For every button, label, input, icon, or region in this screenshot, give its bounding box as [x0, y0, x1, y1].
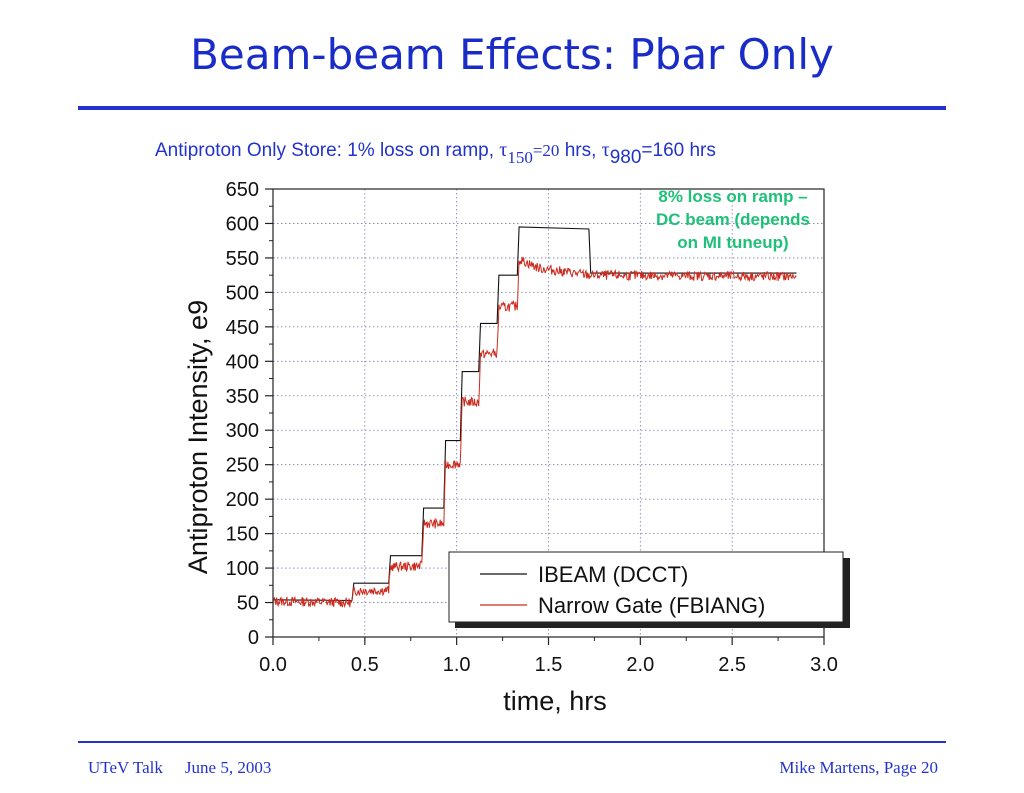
x-tick-label: 0.0: [259, 654, 287, 676]
legend-label-ibeam: IBEAM (DCCT): [538, 562, 688, 587]
annotation-line-3: on MI tuneup): [677, 233, 788, 252]
series-layer: [272, 226, 797, 609]
x-axis-label: time, hrs: [503, 686, 607, 716]
y-tick-label: 650: [226, 179, 259, 201]
y-tick-label: 350: [226, 386, 259, 408]
y-axis-label: Antiproton Intensity, e9: [183, 300, 213, 574]
x-tick-label: 1.0: [443, 654, 471, 676]
x-tick-label: 3.0: [810, 654, 838, 676]
footer-talk: UTeV Talk: [88, 758, 163, 777]
y-tick-label: 50: [237, 593, 259, 615]
series-line-narrow-gate: [272, 256, 797, 609]
slide-title: Beam-beam Effects: Pbar Only: [190, 30, 834, 79]
x-tick-label: 0.5: [351, 654, 379, 676]
y-tick-label: 550: [226, 248, 259, 270]
legend-box: [448, 551, 844, 623]
y-tick-label: 100: [226, 558, 259, 580]
x-tick-label: 1.5: [535, 654, 563, 676]
x-tick-label: 2.5: [718, 654, 746, 676]
footer-page: Mike Martens, Page 20: [779, 758, 938, 777]
y-tick-label: 450: [226, 317, 259, 339]
legend-label-narrow-gate: Narrow Gate (FBIANG): [538, 593, 765, 618]
intensity-chart: Antiproton Only Store: 1% loss on ramp, …: [155, 139, 850, 716]
y-tick-label: 300: [226, 420, 259, 442]
y-tick-label: 500: [226, 282, 259, 304]
annotation-line-1: 8% loss on ramp –: [658, 187, 807, 206]
y-tick-label: 400: [226, 351, 259, 373]
footer-date: June 5, 2003: [184, 758, 272, 777]
legend: IBEAM (DCCT) Narrow Gate (FBIANG): [448, 551, 850, 628]
y-tick-label: 250: [226, 455, 259, 477]
series-line-ibeam: [272, 226, 797, 602]
chart-title: Antiproton Only Store: 1% loss on ramp, …: [155, 139, 716, 168]
footer-left: UTeV Talk June 5, 2003: [88, 758, 271, 778]
footer-divider: [78, 741, 946, 743]
axis-ticks: 0.0 0.5 1.0 1.5 2.0 2.5 3.0 0 50 100 150 200 250 300 3…: [226, 179, 838, 676]
y-tick-label: 150: [226, 524, 259, 546]
y-tick-label: 200: [226, 489, 259, 511]
title-divider: [78, 106, 946, 110]
y-tick-label: 0: [248, 627, 259, 649]
annotation-line-2: DC beam (depends: [656, 210, 810, 229]
y-tick-label: 600: [226, 213, 259, 235]
x-tick-label: 2.0: [626, 654, 654, 676]
